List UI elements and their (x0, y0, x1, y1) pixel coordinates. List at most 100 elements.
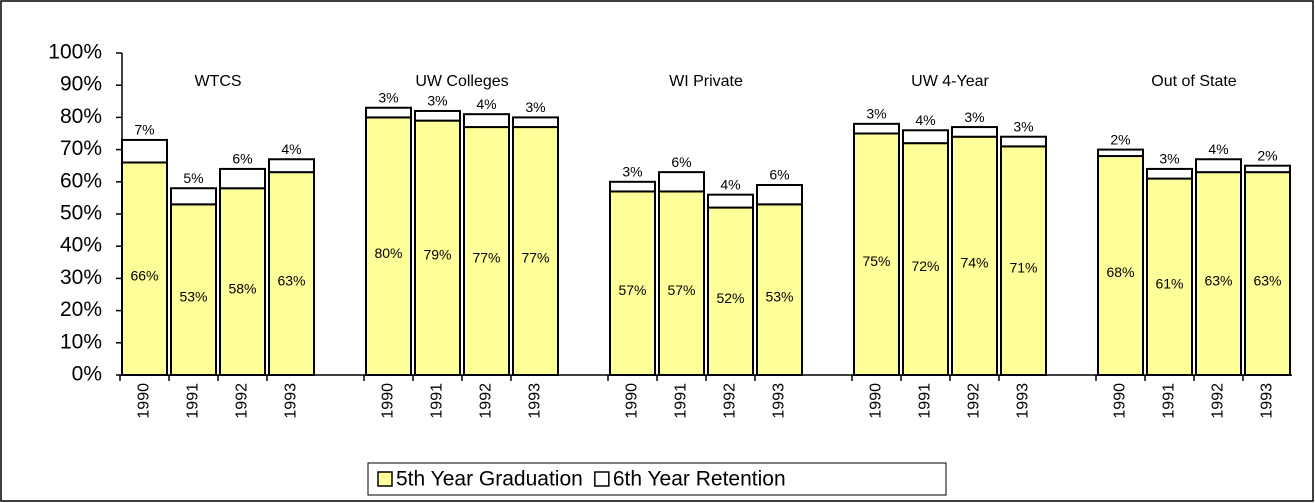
value-label: 3% (525, 99, 545, 115)
value-label: 79% (423, 247, 451, 263)
value-label: 52% (716, 290, 744, 306)
bar-segment (902, 142, 949, 376)
bar-segment (512, 126, 559, 376)
bar-segment (658, 171, 705, 193)
value-label: 4% (476, 96, 496, 112)
bar-segment (121, 138, 168, 164)
bar-segment (609, 180, 656, 193)
group-label: UW 4-Year (911, 73, 989, 90)
x-tick-label: 1993 (1015, 383, 1032, 419)
value-label: 3% (427, 93, 447, 109)
bar-segment (707, 193, 754, 209)
value-label: 3% (1159, 151, 1179, 167)
x-tick-label: 1992 (966, 383, 983, 419)
value-label: 5% (183, 170, 203, 186)
x-tick-label: 1990 (868, 383, 885, 419)
bar-segment (365, 106, 412, 119)
x-tick-label: 1992 (1210, 383, 1227, 419)
y-tick-label: 30% (60, 266, 102, 289)
bar-segment (756, 184, 803, 206)
y-tick-label: 100% (48, 41, 102, 64)
x-tick-label: 1991 (917, 383, 934, 419)
value-label: 63% (1253, 272, 1281, 288)
bar-segment (853, 132, 900, 376)
y-tick-label: 40% (60, 234, 102, 257)
legend-box (367, 462, 947, 496)
bar-segment (1146, 167, 1193, 180)
value-label: 75% (862, 253, 890, 269)
value-label: 7% (134, 122, 154, 138)
bar-segment (170, 187, 217, 206)
x-tick-label: 1992 (722, 383, 739, 419)
bar-segment (1097, 155, 1144, 376)
value-label: 6% (769, 167, 789, 183)
value-label: 3% (866, 106, 886, 122)
bar-segment (414, 119, 461, 377)
x-tick-label: 1991 (429, 383, 446, 419)
value-label: 63% (277, 272, 305, 288)
bar-segment (512, 116, 559, 129)
legend-swatch (377, 471, 393, 487)
value-label: 3% (964, 109, 984, 125)
value-label: 4% (915, 112, 935, 128)
y-tick-label: 0% (72, 363, 102, 386)
value-label: 2% (1110, 131, 1130, 147)
y-tick-label: 20% (60, 298, 102, 321)
value-label: 53% (179, 288, 207, 304)
x-tick-label: 1993 (1259, 383, 1276, 419)
x-tick-label: 1991 (185, 383, 202, 419)
group-label: WI Private (669, 73, 743, 90)
value-label: 63% (1204, 272, 1232, 288)
value-label: 3% (622, 164, 642, 180)
bar-segment (1244, 164, 1291, 174)
bar-segment (268, 171, 315, 376)
x-tick-label: 1991 (1161, 383, 1178, 419)
x-tick-label: 1993 (771, 383, 788, 419)
value-label: 77% (521, 250, 549, 266)
value-label: 4% (281, 141, 301, 157)
legend-label: 5th Year Graduation (396, 468, 583, 491)
bar-segment (463, 126, 510, 376)
bar-segment (1195, 171, 1242, 376)
value-label: 4% (1208, 141, 1228, 157)
bar-segment (170, 203, 217, 376)
value-label: 4% (720, 176, 740, 192)
bar-segment (951, 135, 998, 376)
legend-swatch (594, 471, 610, 487)
group-label: UW Colleges (415, 73, 508, 90)
bar-segment (609, 190, 656, 376)
bar-segment (902, 129, 949, 145)
bar-segment (853, 122, 900, 135)
x-tick-label: 1990 (1112, 383, 1129, 419)
bar-segment (268, 158, 315, 174)
value-label: 58% (228, 280, 256, 296)
bar-segment (1000, 135, 1047, 148)
bar-segment (219, 187, 266, 376)
value-label: 71% (1009, 259, 1037, 275)
value-label: 68% (1106, 264, 1134, 280)
x-tick-label: 1992 (234, 383, 251, 419)
x-tick-label: 1990 (624, 383, 641, 419)
value-label: 61% (1155, 275, 1183, 291)
value-label: 66% (130, 267, 158, 283)
bar-segment (1097, 148, 1144, 158)
bar-segment (463, 113, 510, 129)
y-tick-label: 10% (60, 330, 102, 353)
legend: 5th Year Graduation 6th Year Retention (367, 462, 947, 496)
group-label: WTCS (194, 73, 241, 90)
x-tick-label: 1992 (478, 383, 495, 419)
value-label: 3% (1013, 118, 1033, 134)
bar-segment (658, 190, 705, 376)
value-label: 57% (667, 282, 695, 298)
y-tick-label: 60% (60, 169, 102, 192)
y-tick-label: 80% (60, 105, 102, 128)
value-label: 72% (911, 258, 939, 274)
group-label: Out of State (1151, 73, 1236, 90)
value-label: 2% (1257, 147, 1277, 163)
value-label: 77% (472, 250, 500, 266)
value-label: 6% (671, 154, 691, 170)
value-label: 3% (378, 89, 398, 105)
bar-segment (414, 109, 461, 122)
y-tick-label: 50% (60, 202, 102, 225)
bar-segment (1195, 158, 1242, 174)
